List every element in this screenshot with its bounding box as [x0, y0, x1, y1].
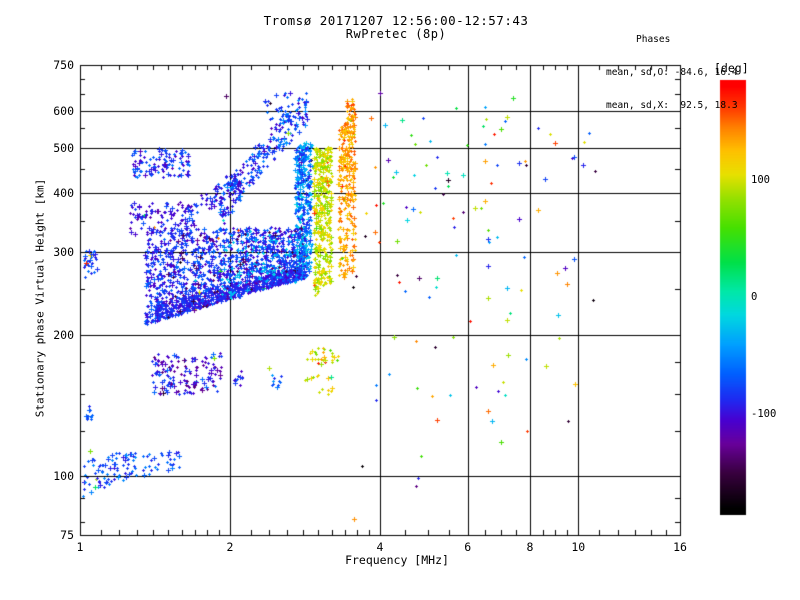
colorbar-tick-label: -100 — [751, 408, 777, 421]
y-tick-label: 600 — [53, 103, 74, 118]
phase-stats-header: Phases — [636, 34, 671, 45]
plot-subtitle: RwPretec (8p) — [345, 27, 447, 41]
x-tick-label: 2 — [226, 540, 234, 554]
colorbar-tick-label: 0 — [751, 291, 758, 303]
y-tick-label: 300 — [53, 245, 74, 260]
x-axis-label: Frequency [MHz] — [345, 553, 449, 567]
y-tick-label: 500 — [53, 140, 74, 155]
phase-stats-block: Phases mean, sd,O: -84.6, 16.4 mean, sd,… — [606, 12, 738, 122]
x-tick-label: 4 — [376, 540, 384, 554]
x-tick-label: 8 — [526, 540, 534, 554]
x-tick-label: 6 — [464, 540, 472, 554]
x-tick-label: 1 — [76, 540, 84, 554]
x-tick-label: 10 — [571, 540, 586, 554]
y-tick-label: 100 — [53, 469, 74, 484]
y-tick-label: 75 — [60, 528, 74, 542]
y-tick-label: 750 — [53, 58, 74, 72]
phase-stats-o-mode: mean, sd,O: -84.6, 16.4 — [606, 67, 738, 78]
colorbar-unit-label: [deg] — [714, 61, 749, 75]
y-tick-label: 200 — [53, 327, 74, 342]
x-tick-label: 16 — [673, 540, 687, 554]
y-axis-label: Stationary phase Virtual Height [km] — [33, 178, 47, 418]
plot-title: Tromsø 20171207 12:56:00-12:57:43 — [263, 13, 529, 28]
y-tick-label: 400 — [53, 186, 74, 201]
phase-stats-x-mode: mean, sd,X: 92.5, 18.3 — [606, 100, 738, 111]
colorbar-tick-label: 100 — [751, 173, 770, 186]
